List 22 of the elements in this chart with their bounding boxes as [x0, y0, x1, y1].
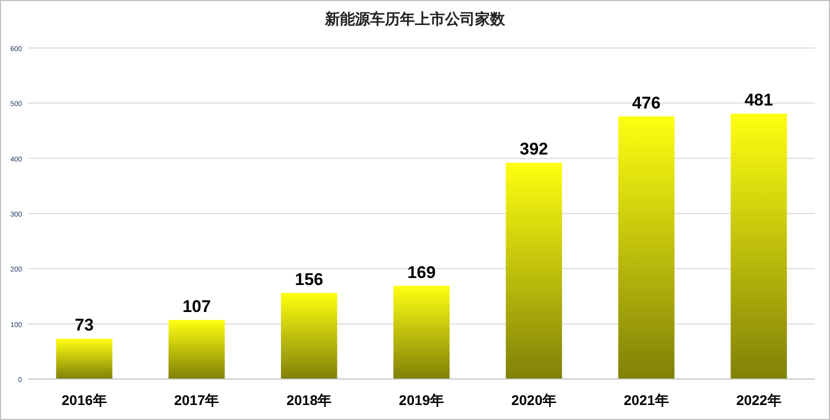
data-label: 156 [294, 270, 324, 289]
bar [280, 292, 338, 379]
data-label: 73 [74, 316, 94, 335]
x-tick-label: 2017年 [174, 392, 220, 408]
x-tick-label: 2019年 [398, 392, 444, 408]
data-label: 392 [520, 140, 548, 159]
bar [168, 320, 225, 379]
bar [56, 338, 112, 379]
x-tick-label: 2022年 [736, 392, 782, 408]
x-tick-label: 2020年 [511, 392, 557, 408]
x-tick-label: 2018年 [286, 392, 332, 408]
data-label: 476 [632, 93, 661, 112]
chart-title: 新能源车历年上市公司家数 [324, 10, 506, 28]
bar [393, 286, 450, 379]
data-label: 107 [182, 296, 211, 316]
bar [506, 162, 562, 379]
data-label: 169 [407, 262, 436, 282]
x-tick-label: 2021年 [624, 392, 669, 408]
bar [730, 114, 787, 379]
x-tick-label: 2016年 [62, 392, 107, 408]
data-label: 481 [744, 90, 773, 110]
bar [618, 116, 674, 379]
